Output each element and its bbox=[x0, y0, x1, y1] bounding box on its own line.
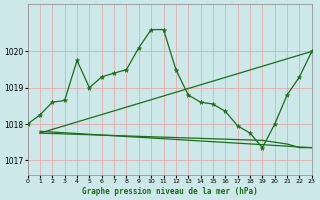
X-axis label: Graphe pression niveau de la mer (hPa): Graphe pression niveau de la mer (hPa) bbox=[82, 187, 258, 196]
